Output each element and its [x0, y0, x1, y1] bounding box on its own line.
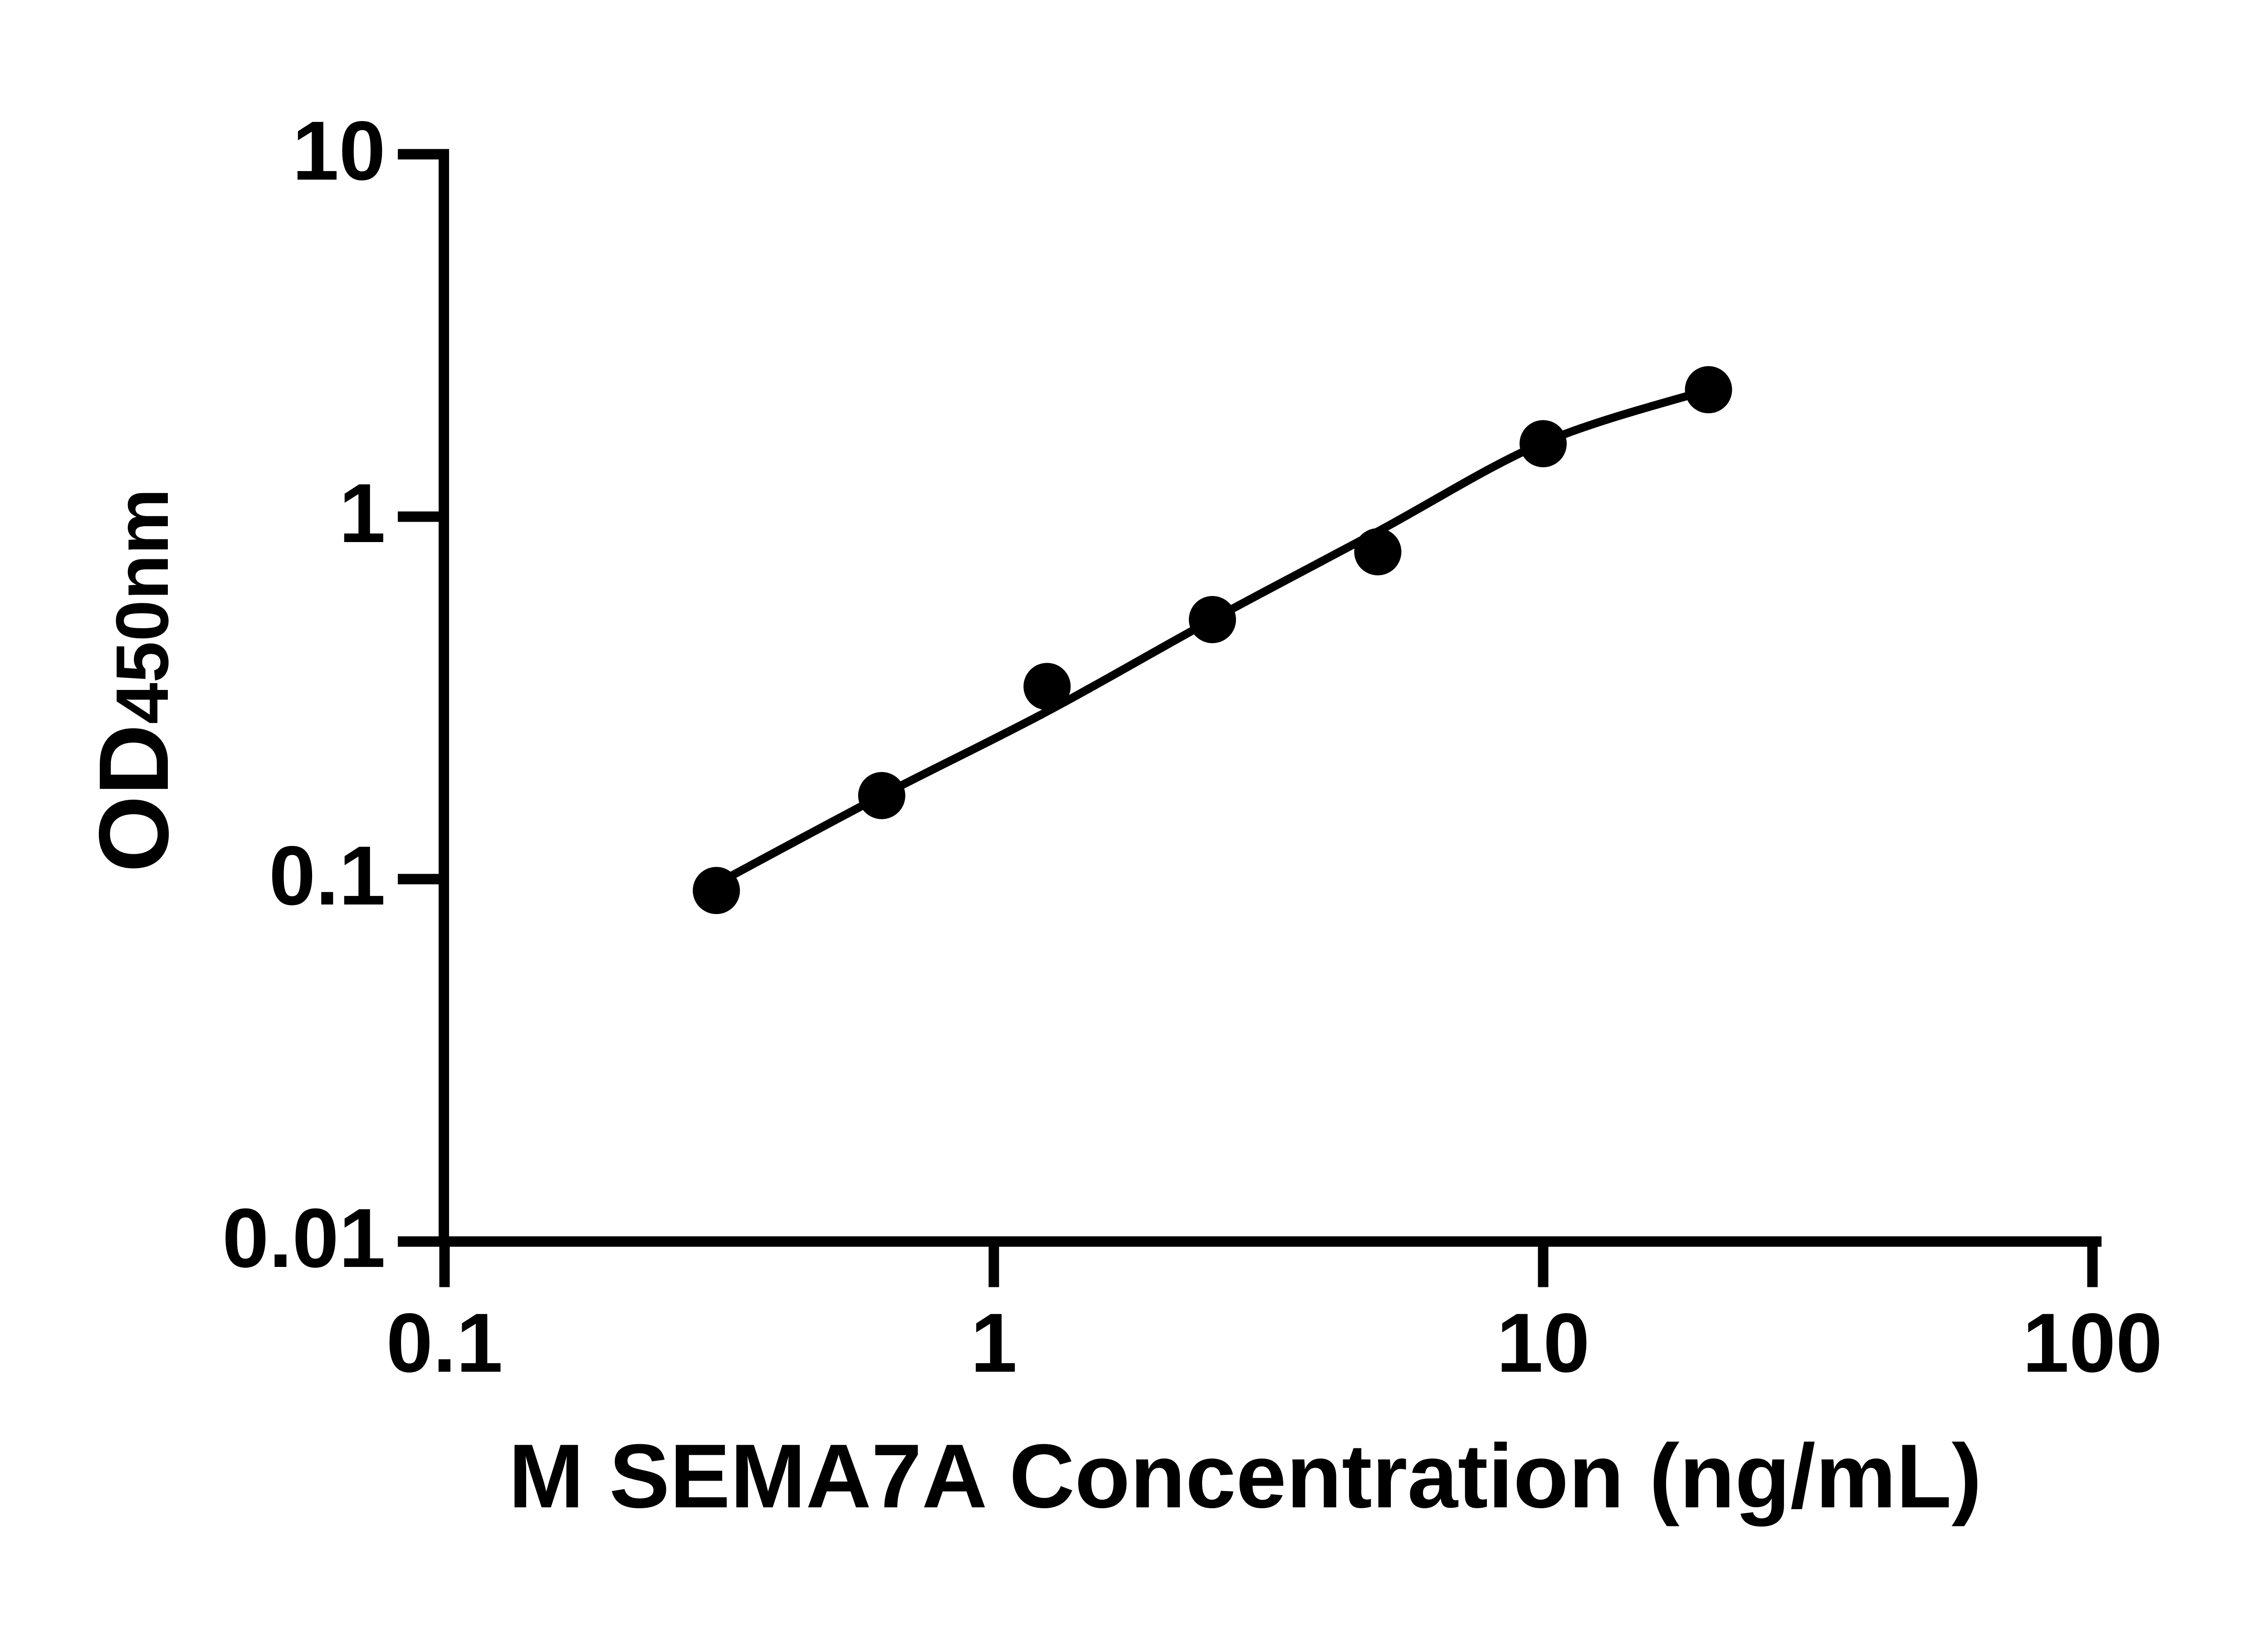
data-point-marker	[1023, 663, 1071, 710]
x-tick-label: 100	[2022, 1296, 2163, 1390]
data-point-marker	[1354, 528, 1402, 576]
data-point-marker	[693, 867, 740, 914]
x-tick-label: 0.1	[386, 1296, 503, 1390]
y-axis-title: OD450nm	[79, 488, 195, 873]
data-point-marker	[1685, 366, 1732, 414]
y-tick-label: 1	[339, 467, 386, 560]
y-tick-label: 10	[292, 104, 386, 198]
data-point-marker	[858, 772, 905, 819]
y-tick-label: 0.01	[222, 1192, 386, 1285]
x-axis-title: M SEMA7A Concentration (ng/mL)	[508, 1426, 1982, 1527]
y-axis-title-subscript: 450nm	[101, 488, 184, 724]
data-point-marker	[1520, 420, 1567, 468]
data-point-marker	[1188, 596, 1236, 643]
y-axis-title-main: OD	[79, 724, 189, 873]
x-tick-label: 1	[970, 1296, 1017, 1390]
x-tick-label: 10	[1496, 1296, 1590, 1390]
y-tick-label: 0.1	[269, 829, 386, 923]
